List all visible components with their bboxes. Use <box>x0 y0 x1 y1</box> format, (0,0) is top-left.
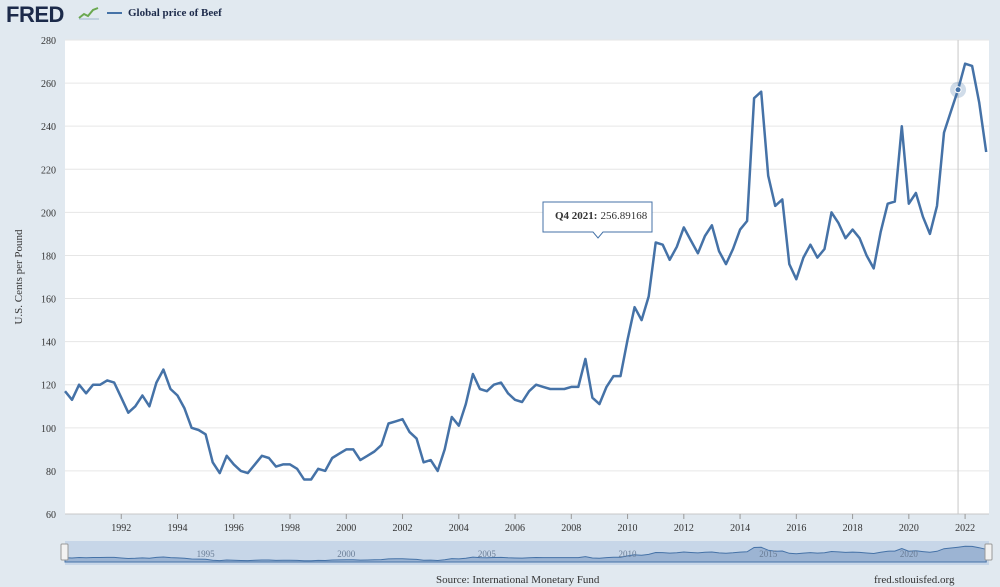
legend-swatch <box>107 12 122 14</box>
navigator-series-area <box>64 545 987 563</box>
y-tick-label: 160 <box>41 295 56 306</box>
y-tick-label: 140 <box>41 338 56 349</box>
tooltip: Q4 2021: 256.89168 <box>542 201 653 239</box>
legend[interactable]: Global price of Beef <box>107 7 222 19</box>
navigator-right-handle[interactable] <box>984 543 993 561</box>
site-link[interactable]: fred.stlouisfed.org <box>874 574 955 586</box>
navigator-year-labels: 1995 2000 2005 2010 2015 2020 <box>197 549 919 559</box>
y-tick-label: 260 <box>41 79 56 90</box>
tooltip-box <box>542 201 653 239</box>
chart-header: FRED Global price of Beef <box>0 0 1000 30</box>
fred-logo-chart-icon <box>78 7 99 20</box>
x-tick-label: 2012 <box>674 523 694 534</box>
navigator-year-label: 2020 <box>900 549 919 559</box>
x-tick-label: 1994 <box>168 523 188 534</box>
navigator-left-handle[interactable] <box>60 543 69 561</box>
navigator-year-label: 2005 <box>478 549 497 559</box>
x-tick-label: 2006 <box>505 523 525 534</box>
x-tick-label: 2022 <box>955 523 975 534</box>
y-tick-label: 180 <box>41 251 56 262</box>
navigator-year-label: 1995 <box>197 549 216 559</box>
x-tick-label: 2000 <box>336 523 356 534</box>
y-axis-ticks: 60 80 100 120 140 160 180 200 220 240 260 280 <box>41 36 56 521</box>
x-axis-ticks: 1992 1994 1996 1998 2000 2002 2004 2006 2008 2010… <box>111 514 975 534</box>
tooltip-label: Q4 2021: <box>555 210 597 222</box>
plot-area <box>65 40 989 514</box>
x-tick-label: 2004 <box>449 523 469 534</box>
navigator-year-label: 2010 <box>619 549 638 559</box>
gridlines <box>65 39 989 515</box>
series-line-global-beef-price[interactable] <box>64 62 988 481</box>
x-tick-label: 2010 <box>618 523 638 534</box>
x-tick-label: 1996 <box>224 523 244 534</box>
y-tick-label: 240 <box>41 122 56 133</box>
hover-point-marker[interactable] <box>954 86 962 94</box>
y-tick-label: 220 <box>41 165 56 176</box>
x-tick-label: 1998 <box>280 523 300 534</box>
navigator-year-label: 2015 <box>759 549 778 559</box>
tooltip-text: Q4 2021: 256.89168 <box>555 210 648 222</box>
fred-logo[interactable]: FRED <box>6 2 64 27</box>
y-axis-label: U.S. Cents per Pound <box>13 229 25 325</box>
navigator-year-label: 2000 <box>337 549 356 559</box>
x-tick-label: 2008 <box>561 523 581 534</box>
y-tick-label: 60 <box>46 510 56 521</box>
tooltip-value: 256.89168 <box>600 210 647 222</box>
x-tick-label: 2016 <box>786 523 806 534</box>
x-tick-label: 2018 <box>843 523 863 534</box>
source-note: Source: International Monetary Fund <box>436 574 600 586</box>
legend-label: Global price of Beef <box>128 7 222 19</box>
x-tick-label: 2014 <box>730 523 750 534</box>
navigator[interactable]: 1995 2000 2005 2010 2015 2020 <box>60 541 993 565</box>
y-tick-label: 200 <box>41 208 56 219</box>
y-tick-label: 280 <box>41 36 56 47</box>
y-tick-label: 100 <box>41 424 56 435</box>
y-tick-label: 80 <box>46 467 56 478</box>
x-tick-label: 1992 <box>111 523 131 534</box>
y-tick-label: 120 <box>41 381 56 392</box>
x-tick-label: 2020 <box>899 523 919 534</box>
x-tick-label: 2002 <box>393 523 413 534</box>
